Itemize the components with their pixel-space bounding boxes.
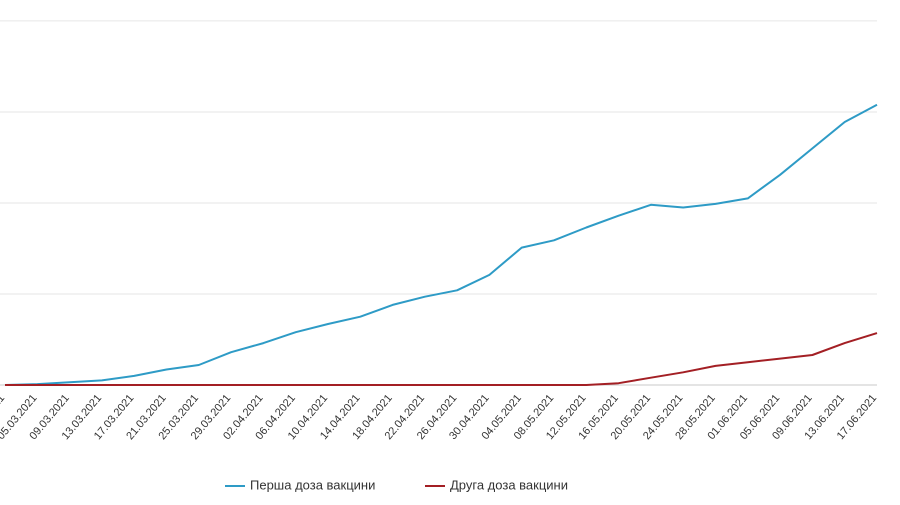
legend: Перша доза вакцини Друга доза вакцини: [225, 477, 568, 492]
series-line: [4, 103, 878, 386]
legend-label: Перша доза вакцини: [250, 477, 375, 492]
legend-label: Друга доза вакцини: [450, 477, 568, 492]
series-line: [5, 332, 878, 386]
